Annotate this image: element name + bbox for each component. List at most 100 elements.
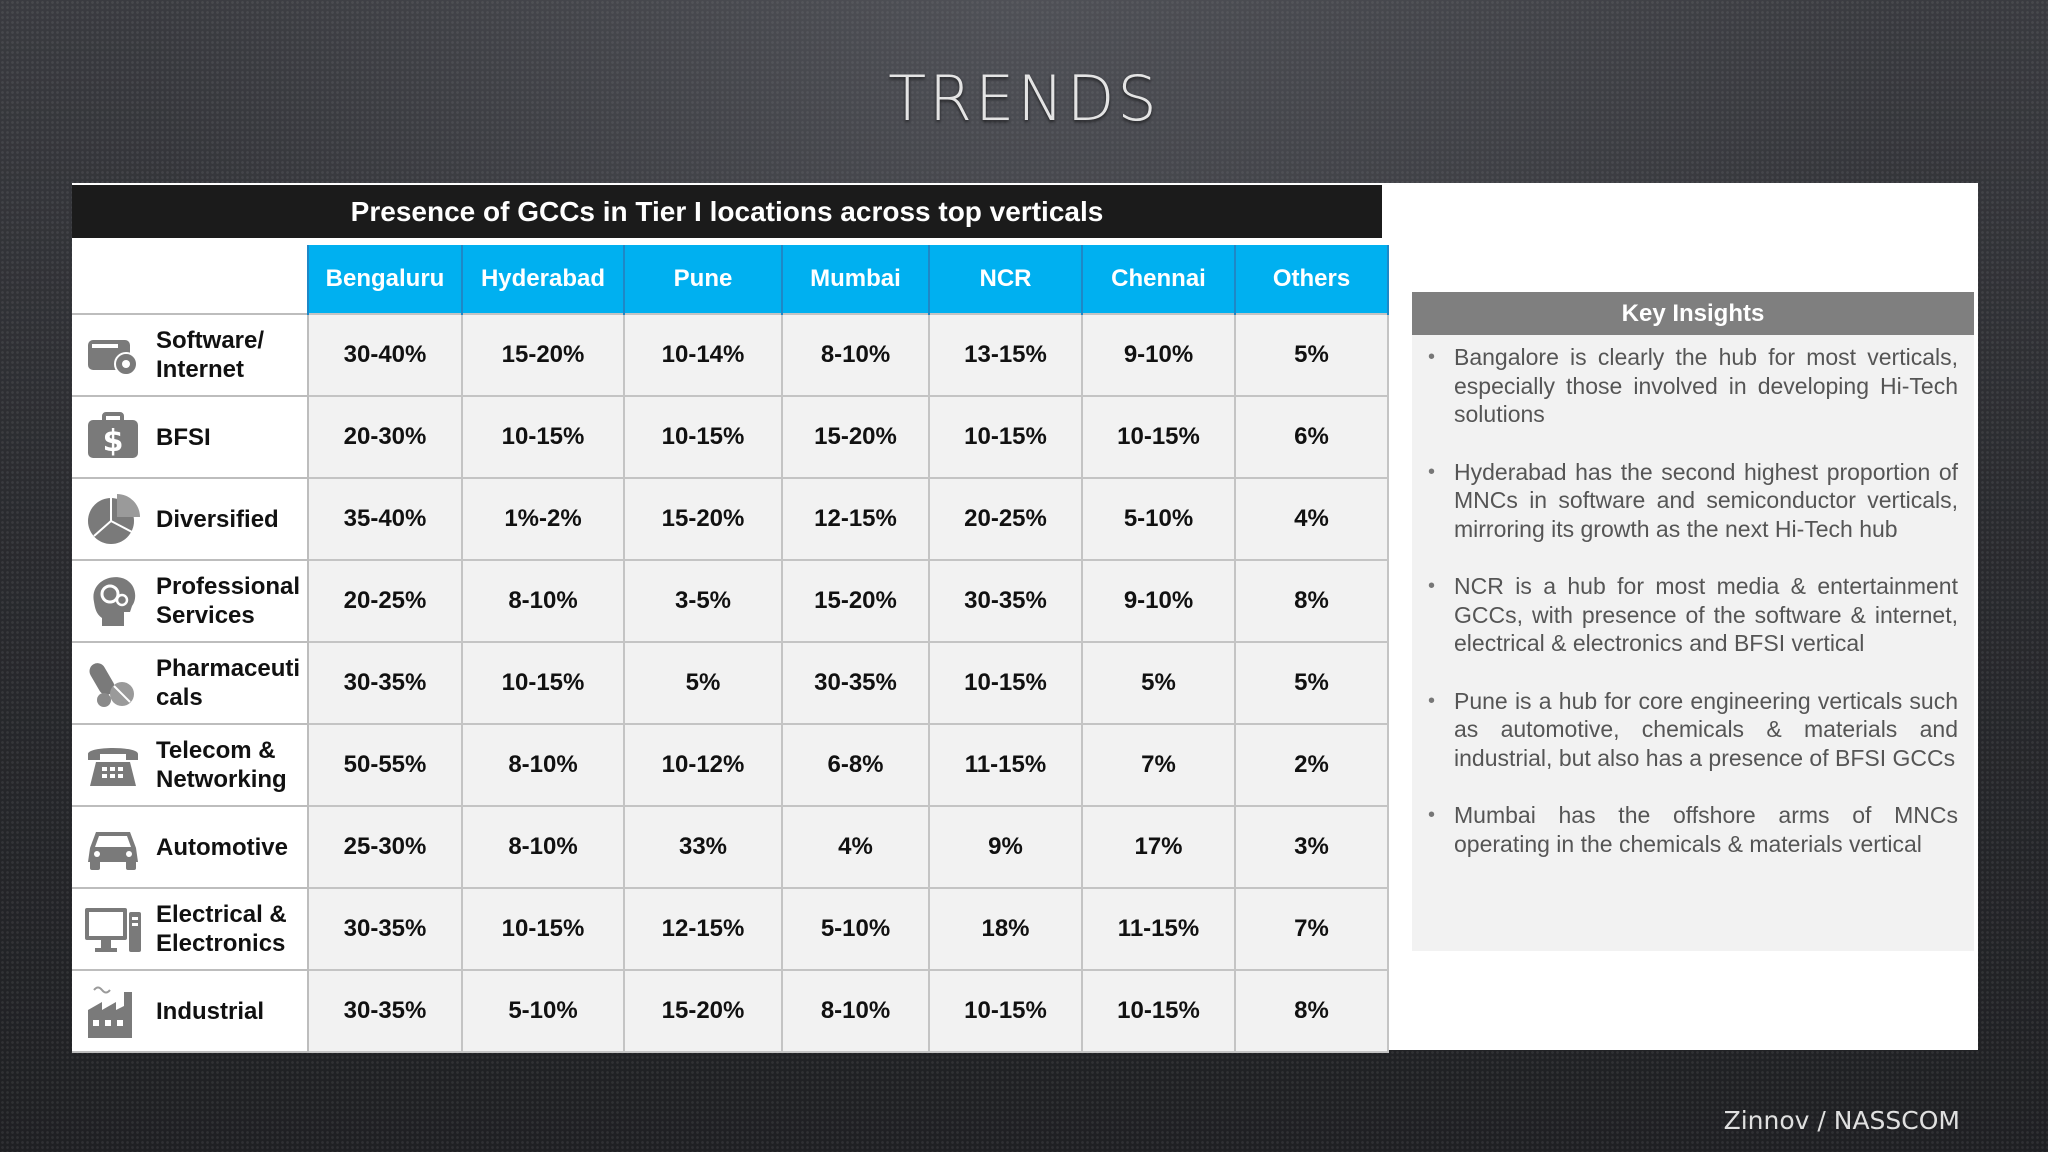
table-cell: 4% <box>781 805 930 889</box>
table-cell: 9-10% <box>1081 559 1236 643</box>
vertical-cell: Pharmaceuti cals <box>72 641 309 725</box>
table-row: Industrial 30-35% 5-10% 15-20% 8-10% 10-15% 10… <box>72 969 1389 1053</box>
table-cell: 35-40% <box>307 477 463 561</box>
table-cell: 4% <box>1234 477 1389 561</box>
table-cell: 10-15% <box>928 641 1083 725</box>
vertical-label: BFSI <box>156 423 211 451</box>
table-cell: 10-15% <box>461 395 625 479</box>
table-row: Software/ Internet 30-40% 15-20% 10-14% 8-10… <box>72 313 1389 397</box>
table-cell: 13-15% <box>928 313 1083 397</box>
head-gears-icon <box>82 570 144 632</box>
table-cell: 15-20% <box>781 395 930 479</box>
table-cell: 10-15% <box>461 887 625 971</box>
table-cell: 33% <box>623 805 783 889</box>
column-header-hyderabad: Hyderabad <box>461 245 625 314</box>
dollar-briefcase-icon: $ <box>82 406 144 468</box>
column-header-ncr: NCR <box>928 245 1083 314</box>
car-icon <box>82 816 144 878</box>
table-cell: 10-15% <box>928 969 1083 1053</box>
slide-title: TRENDS <box>888 62 1160 135</box>
column-header-bengaluru: Bengaluru <box>307 245 463 314</box>
vertical-label: Software/ Internet <box>156 327 265 383</box>
table-cell: 10-15% <box>928 395 1083 479</box>
vertical-cell: Professional Services <box>72 559 309 643</box>
svg-text:$: $ <box>103 424 124 459</box>
table-cell: 5% <box>623 641 783 725</box>
table-cell: 8-10% <box>461 723 625 807</box>
pie-chart-icon <box>82 488 144 550</box>
table-cell: 10-15% <box>461 641 625 725</box>
table-cell: 9% <box>928 805 1083 889</box>
insight-item: Hyderabad has the second highest proport… <box>1428 458 1958 544</box>
table-cell: 30-35% <box>307 969 463 1053</box>
table-cell: 30-35% <box>307 887 463 971</box>
vertical-label: Automotive <box>156 833 288 861</box>
table-cell: 50-55% <box>307 723 463 807</box>
vertical-label: Industrial <box>156 997 265 1025</box>
table-cell: 20-25% <box>928 477 1083 561</box>
insight-item: Pune is a hub for core engineering verti… <box>1428 687 1958 773</box>
table-cell: 8-10% <box>781 969 930 1053</box>
insight-item: Bangalore is clearly the hub for most ve… <box>1428 343 1958 429</box>
table-cell: 12-15% <box>781 477 930 561</box>
key-insights-heading: Key Insights <box>1412 292 1974 335</box>
table-cell: 1%-2% <box>461 477 625 561</box>
table-cell: 10-12% <box>623 723 783 807</box>
table-row: Diversified 35-40% 1%-2% 15-20% 12-15% 20-25%… <box>72 477 1389 561</box>
gcc-presence-table: Bengaluru Hyderabad Pune Mumbai NCR Chen… <box>72 245 1389 1053</box>
vertical-cell: Electrical & Electronics <box>72 887 309 971</box>
table-cell: 30-40% <box>307 313 463 397</box>
content-panel: Presence of GCCs in Tier I locations acr… <box>72 183 1978 1053</box>
key-insights-list: Bangalore is clearly the hub for most ve… <box>1412 335 1974 858</box>
table-cell: 18% <box>928 887 1083 971</box>
table-cell: 15-20% <box>623 969 783 1053</box>
pills-icon <box>82 652 144 714</box>
table-cell: 8-10% <box>781 313 930 397</box>
table-row: Professional Services 20-25% 8-10% 3-5% 15-2… <box>72 559 1389 643</box>
table-cell: 25-30% <box>307 805 463 889</box>
header-corner <box>72 245 308 314</box>
table-row: Telecom & Networking 50-55% 8-10% 10-12% 6-8… <box>72 723 1389 807</box>
table-cell: 30-35% <box>928 559 1083 643</box>
table-cell: 10-14% <box>623 313 783 397</box>
table-cell: 5-10% <box>461 969 625 1053</box>
table-cell: 5% <box>1234 313 1389 397</box>
source-credit: Zinnov / NASSCOM <box>1723 1106 1960 1135</box>
table-cell: 10-15% <box>623 395 783 479</box>
table-cell: 5-10% <box>781 887 930 971</box>
table-cell: 20-25% <box>307 559 463 643</box>
table-cell: 3-5% <box>623 559 783 643</box>
key-insights-box: Key Insights Bangalore is clearly the hu… <box>1412 292 1974 951</box>
table-cell: 2% <box>1234 723 1389 807</box>
insight-item: NCR is a hub for most media & entertainm… <box>1428 572 1958 658</box>
column-header-pune: Pune <box>623 245 783 314</box>
column-header-mumbai: Mumbai <box>781 245 930 314</box>
table-cell: 8% <box>1234 969 1389 1053</box>
table-cell: 5% <box>1081 641 1236 725</box>
table-cell: 11-15% <box>1081 887 1236 971</box>
factory-icon <box>82 980 144 1042</box>
table-cell: 12-15% <box>623 887 783 971</box>
table-row: Automotive 25-30% 8-10% 33% 4% 9% 17% 3% <box>72 805 1389 889</box>
table-cell: 6% <box>1234 395 1389 479</box>
table-cell: 5-10% <box>1081 477 1236 561</box>
table-cell: 10-15% <box>1081 395 1236 479</box>
table-cell: 30-35% <box>781 641 930 725</box>
vertical-label: Diversified <box>156 505 279 533</box>
computer-monitor-icon <box>82 898 144 960</box>
column-header-others: Others <box>1234 245 1389 314</box>
vertical-cell: Automotive <box>72 805 309 889</box>
table-cell: 8-10% <box>461 559 625 643</box>
table-row: Pharmaceuti cals 30-35% 10-15% 5% 30-35% 10-1… <box>72 641 1389 725</box>
table-cell: 10-15% <box>1081 969 1236 1053</box>
table-cell: 15-20% <box>623 477 783 561</box>
table-cell: 30-35% <box>307 641 463 725</box>
table-cell: 5% <box>1234 641 1389 725</box>
table-title: Presence of GCCs in Tier I locations acr… <box>72 185 1382 238</box>
table-cell: 15-20% <box>461 313 625 397</box>
table-cell: 11-15% <box>928 723 1083 807</box>
vertical-cell: Telecom & Networking <box>72 723 309 807</box>
table-cell: 15-20% <box>781 559 930 643</box>
table-cell: 7% <box>1081 723 1236 807</box>
table-cell: 7% <box>1234 887 1389 971</box>
